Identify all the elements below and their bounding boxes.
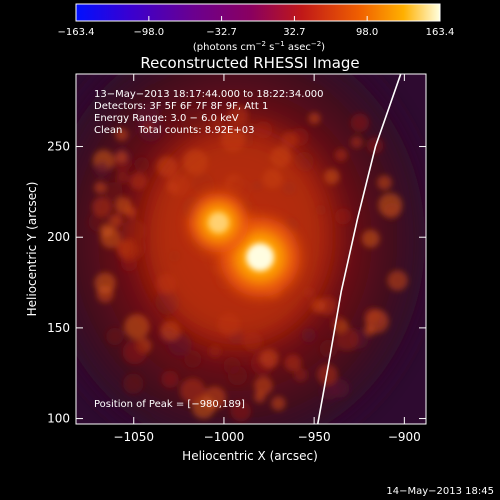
speckle: [160, 320, 181, 341]
speckle: [228, 105, 249, 126]
speckle: [334, 208, 352, 225]
colorbar-units-label: (photons cm−2 s−1 asec−2): [193, 40, 325, 53]
speckle: [361, 229, 380, 248]
annotation-time-range: 13−May−2013 18:17:44.000 to 18:22:34.000: [94, 89, 324, 100]
speckle: [259, 348, 279, 368]
speckle: [134, 157, 150, 172]
speckle: [179, 378, 206, 404]
colorbar-gradient: [75, 3, 441, 22]
annotation-block: 13−May−2013 18:17:44.000 to 18:22:34.000…: [94, 89, 324, 410]
annotation-clean: Clean Total counts: 8.92E+03: [94, 125, 254, 136]
speckle: [122, 219, 147, 243]
speckle: [227, 365, 248, 386]
speckle: [350, 136, 363, 149]
speckle: [334, 148, 348, 162]
colorbar: −163.4 −98.0 −32.7 32.7 98.0 163.4 (photons c…: [57, 3, 454, 53]
y-tick-label: 200: [47, 230, 70, 244]
xray-sources: [188, 192, 301, 298]
x-axis-ticks: −1050 −1000 −950 −900: [113, 74, 421, 444]
speckle: [377, 175, 392, 191]
speckle: [124, 313, 150, 340]
speckle: [319, 339, 338, 358]
speckle: [378, 193, 403, 218]
speckle: [106, 327, 124, 346]
speckle: [122, 373, 144, 394]
y-axis-label: Heliocentric Y (arcsec): [25, 182, 39, 317]
plot-frame: [75, 73, 427, 425]
colorbar-tick-label: 98.0: [356, 27, 378, 38]
speckle: [115, 150, 128, 164]
colorbar-tick-label: −98.0: [134, 27, 165, 38]
speckle: [254, 376, 273, 396]
heatmap-image: [76, 74, 426, 424]
speckle: [253, 391, 266, 403]
speckle: [335, 327, 359, 351]
speckle: [331, 315, 345, 329]
speckle: [323, 168, 340, 185]
speckle: [364, 309, 389, 334]
speckle: [180, 107, 207, 134]
speckle: [100, 224, 114, 238]
speckle: [136, 103, 160, 127]
speckle: [308, 112, 321, 125]
speckle: [321, 382, 339, 400]
speckle: [115, 128, 129, 142]
source-core: [208, 212, 229, 234]
x-axis-label: Heliocentric X (arcsec): [182, 449, 318, 463]
solar-limb-curve: [316, 74, 402, 424]
speckle: [271, 396, 286, 411]
speckle: [94, 272, 116, 294]
chart-title: Reconstructed RHESSI Image: [140, 54, 359, 72]
speckle: [94, 161, 109, 177]
annotation-energy: Energy Range: 3.0 − 6.0 keV: [94, 113, 239, 124]
speckle: [311, 298, 326, 313]
footer-timestamp: 14−May−2013 18:45: [386, 486, 494, 497]
colorbar-ticks: −163.4 −98.0 −32.7 32.7 98.0 163.4: [57, 16, 454, 38]
y-tick-label: 250: [47, 140, 70, 154]
speckle: [161, 370, 179, 389]
speckle: [109, 213, 123, 228]
y-tick-label: 100: [47, 412, 70, 426]
x-tick-label: −1000: [204, 430, 245, 444]
speckle: [92, 197, 112, 217]
colorbar-tick-label: −163.4: [57, 27, 94, 38]
colorbar-tick-label: 32.7: [283, 27, 305, 38]
speckle: [122, 339, 147, 365]
x-tick-label: −1050: [113, 430, 154, 444]
speckle: [184, 350, 202, 368]
speckle: [129, 172, 147, 190]
colorbar-tick-label: −32.7: [206, 27, 237, 38]
source-core: [246, 243, 275, 272]
y-axis-ticks: 100 150 200 250: [47, 140, 426, 426]
annotation-peak-position: Position of Peak = [−980,189]: [94, 399, 245, 410]
speckle: [104, 182, 123, 201]
x-tick-label: −900: [388, 430, 421, 444]
speckle: [301, 328, 316, 343]
speckle: [208, 344, 222, 358]
speckle: [350, 113, 370, 132]
speckle: [116, 240, 133, 257]
speckle: [210, 117, 223, 130]
speckle: [284, 354, 302, 372]
speckle: [230, 400, 252, 422]
x-tick-label: −950: [298, 430, 331, 444]
speckle: [94, 181, 107, 194]
speckle: [116, 171, 129, 184]
speckle: [125, 206, 137, 219]
annotation-detectors: Detectors: 3F 5F 6F 7F 8F 9F, Att 1: [94, 101, 268, 112]
y-tick-label: 150: [47, 321, 70, 335]
speckle: [293, 368, 308, 382]
speckle: [387, 270, 408, 291]
colorbar-tick-label: 163.4: [426, 27, 455, 38]
